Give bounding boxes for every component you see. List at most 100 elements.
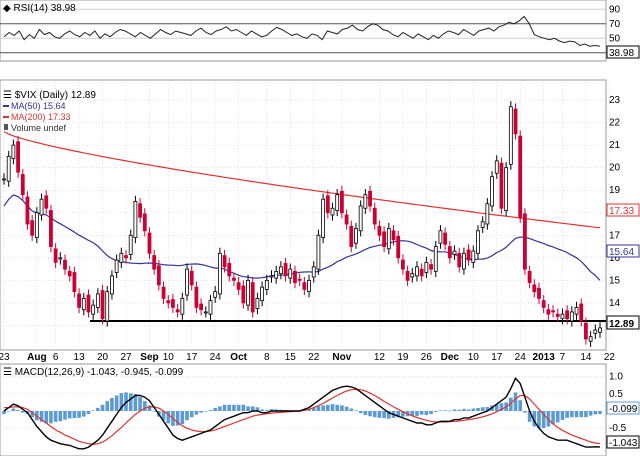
macd-hist-bar bbox=[147, 405, 152, 411]
rsi-tick-label: 90 bbox=[609, 4, 621, 15]
macd-hist-bar bbox=[232, 404, 236, 411]
ma50-last-value: 15.64 bbox=[609, 247, 634, 258]
macd-hist-bar bbox=[541, 411, 546, 429]
macd-hist-bar bbox=[114, 395, 119, 411]
candle bbox=[485, 198, 490, 230]
price-tick-label: 14 bbox=[609, 298, 621, 309]
macd-hist-bar bbox=[340, 405, 344, 411]
macd-hist-bar bbox=[255, 407, 260, 411]
macd-hist-bar bbox=[175, 411, 180, 426]
macd-hist-bar bbox=[67, 411, 72, 419]
rsi-tick-label: 50 bbox=[609, 33, 621, 44]
price-tick-label: 21 bbox=[609, 140, 621, 151]
candle bbox=[110, 270, 114, 300]
macd-hist-bar bbox=[246, 406, 250, 411]
macd-hist-bar bbox=[584, 411, 588, 418]
x-tick-label: 26 bbox=[421, 352, 433, 363]
candle bbox=[551, 305, 555, 318]
x-tick-label: 2013 bbox=[533, 352, 556, 363]
candle bbox=[541, 295, 546, 314]
candle bbox=[330, 202, 335, 221]
macd-hist-bar bbox=[189, 411, 194, 418]
candles bbox=[2, 101, 602, 347]
macd-hist-bar bbox=[30, 411, 34, 418]
x-tick-label: 27 bbox=[120, 352, 132, 363]
candle bbox=[175, 304, 180, 318]
macd-hist-bar bbox=[100, 404, 105, 411]
candle bbox=[560, 308, 565, 325]
candle bbox=[419, 263, 424, 282]
candle bbox=[598, 322, 602, 338]
ma200-line bbox=[3, 131, 601, 229]
candle bbox=[86, 289, 91, 318]
macd-hist-bar bbox=[208, 410, 213, 411]
candle bbox=[39, 193, 44, 221]
x-tick-label: Oct bbox=[230, 352, 247, 363]
candle bbox=[100, 284, 105, 325]
candle bbox=[203, 306, 208, 318]
candle bbox=[579, 298, 584, 327]
candle bbox=[349, 220, 354, 253]
macd-hist-bar bbox=[218, 406, 222, 411]
macd-hist-last-box bbox=[606, 401, 640, 415]
price-tick-label: 17 bbox=[609, 230, 621, 241]
candle bbox=[241, 280, 246, 309]
candle bbox=[227, 257, 232, 282]
macd-hist-bar bbox=[105, 401, 110, 411]
x-tick-label: Sep bbox=[140, 352, 158, 363]
macd-hist-bar bbox=[77, 411, 81, 418]
macd-hist-bar bbox=[321, 405, 325, 411]
candle bbox=[462, 247, 466, 275]
macd-hist-bar bbox=[274, 409, 278, 411]
macd-hist-bar bbox=[438, 410, 443, 411]
candle bbox=[77, 288, 81, 314]
candle bbox=[532, 279, 537, 298]
macd-hist-bar bbox=[199, 411, 203, 413]
macd-hist-bar bbox=[222, 404, 227, 411]
x-tick-label: 19 bbox=[397, 352, 409, 363]
candle bbox=[119, 247, 124, 268]
candle bbox=[438, 225, 443, 249]
price-tick-label: 16 bbox=[609, 253, 621, 264]
macd-hist-bar bbox=[91, 410, 95, 411]
macd-tick-label: -0.5 bbox=[609, 423, 627, 434]
x-tick-label: 10 bbox=[468, 352, 480, 363]
ma50-last-box bbox=[606, 244, 640, 258]
candle bbox=[325, 190, 330, 219]
macd-hist-bar bbox=[415, 411, 419, 416]
candle bbox=[504, 162, 509, 217]
macd-hist-bar bbox=[518, 400, 523, 411]
candle bbox=[124, 249, 128, 264]
x-tick-label: 15 bbox=[285, 352, 297, 363]
macd-hist-bar bbox=[476, 407, 480, 411]
candle bbox=[67, 265, 72, 282]
macd-hist-bar bbox=[368, 411, 372, 417]
candle bbox=[588, 331, 593, 347]
candle bbox=[386, 222, 391, 255]
candle bbox=[283, 257, 288, 282]
macd-hist-bar bbox=[63, 411, 67, 420]
candle bbox=[593, 324, 598, 339]
macd-tick-label: 1.0 bbox=[609, 372, 623, 383]
x-tick-label: 10 bbox=[163, 352, 175, 363]
candle bbox=[58, 252, 63, 265]
macd-hist-bar bbox=[20, 411, 25, 413]
candle bbox=[443, 227, 448, 250]
macd-hist-bar bbox=[96, 407, 100, 411]
candle bbox=[518, 130, 523, 223]
x-tick-label: Nov bbox=[332, 352, 351, 363]
macd-hist-bar bbox=[494, 404, 499, 411]
macd-hist-bar bbox=[335, 404, 339, 411]
macd-hist-bar bbox=[161, 411, 166, 421]
macd-hist-bar bbox=[72, 411, 77, 419]
macd-hist-bar bbox=[480, 407, 485, 411]
macd-hist-bar bbox=[53, 411, 58, 422]
candle bbox=[410, 267, 415, 283]
price-tick-label: 20 bbox=[609, 163, 621, 174]
macd-line bbox=[3, 377, 601, 450]
candle bbox=[11, 139, 16, 165]
macd-hist-bar bbox=[523, 411, 527, 413]
macd-label: ☰ MACD(12,26,9) -1.043, -0.945, -0.099 bbox=[3, 367, 184, 378]
macd-hist-bar bbox=[166, 411, 171, 424]
